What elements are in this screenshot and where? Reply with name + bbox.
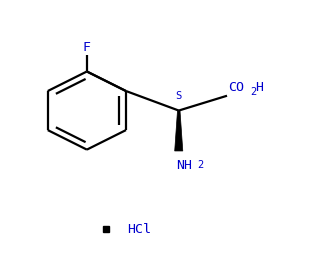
Text: HCl: HCl [127, 222, 151, 236]
Text: S: S [176, 91, 182, 101]
Text: 2: 2 [250, 87, 257, 97]
Text: NH: NH [176, 159, 192, 172]
Text: H: H [255, 81, 263, 94]
Text: CO: CO [229, 81, 245, 94]
Polygon shape [175, 111, 183, 151]
Text: 2: 2 [197, 160, 203, 170]
Text: F: F [83, 41, 91, 54]
